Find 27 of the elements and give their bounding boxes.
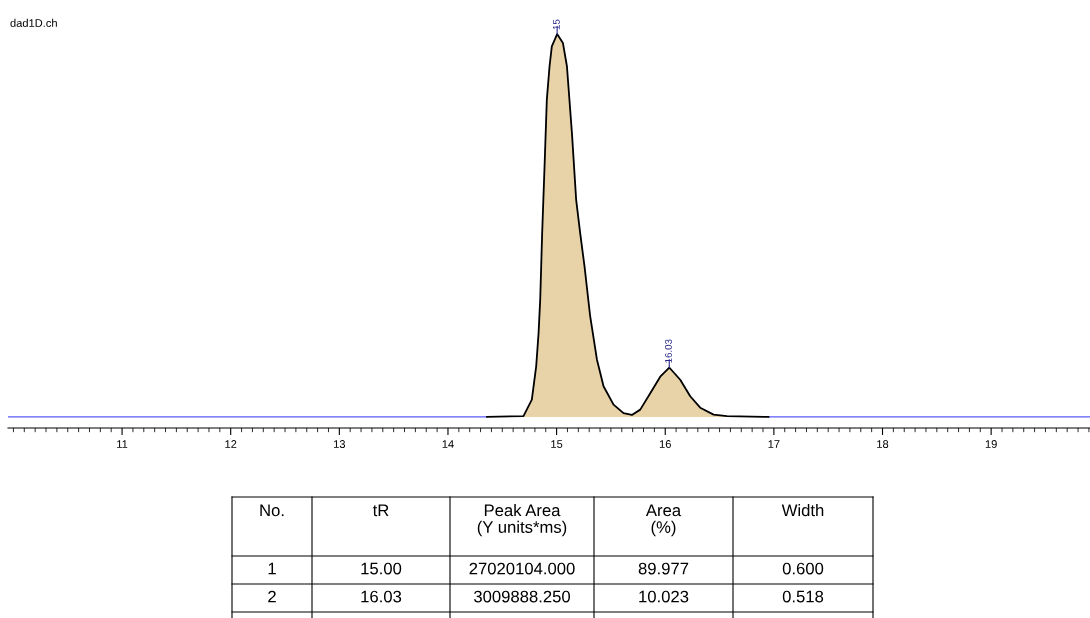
x-tick-label: 16 — [659, 440, 671, 448]
category-label: No. — [260, 504, 284, 517]
annotation: 16.03 — [664, 339, 672, 363]
text: 0.518 — [782, 590, 824, 603]
category-label: Peak Area (Y units*ms) — [477, 504, 567, 537]
text: 89.977 — [638, 562, 689, 575]
text: 1 — [268, 562, 276, 575]
category-label: Width — [781, 504, 824, 517]
text: 10.023 — [639, 590, 689, 603]
chart-title: dad1D.ch — [10, 18, 57, 27]
annotation: 15 — [552, 19, 560, 30]
x-tick-label: 17 — [768, 440, 780, 448]
x-tick-label: 11 — [117, 440, 128, 448]
x-tick-label: 14 — [442, 440, 454, 448]
category-label: tR — [372, 504, 389, 517]
text: 3009888.250 — [473, 590, 571, 603]
x-tick-label: 12 — [225, 440, 237, 448]
x-tick-label: 18 — [877, 440, 889, 448]
text: 2 — [268, 590, 276, 603]
x-tick-label: 13 — [334, 440, 346, 448]
x-tick-label: 15 — [551, 440, 563, 448]
x-tick-label: 19 — [985, 440, 997, 448]
category-label: Area (%) — [645, 504, 682, 537]
text: 16.03 — [361, 590, 402, 603]
text: 0.600 — [782, 562, 824, 575]
text: 15.00 — [361, 562, 402, 575]
text: 27020104.000 — [469, 562, 575, 575]
